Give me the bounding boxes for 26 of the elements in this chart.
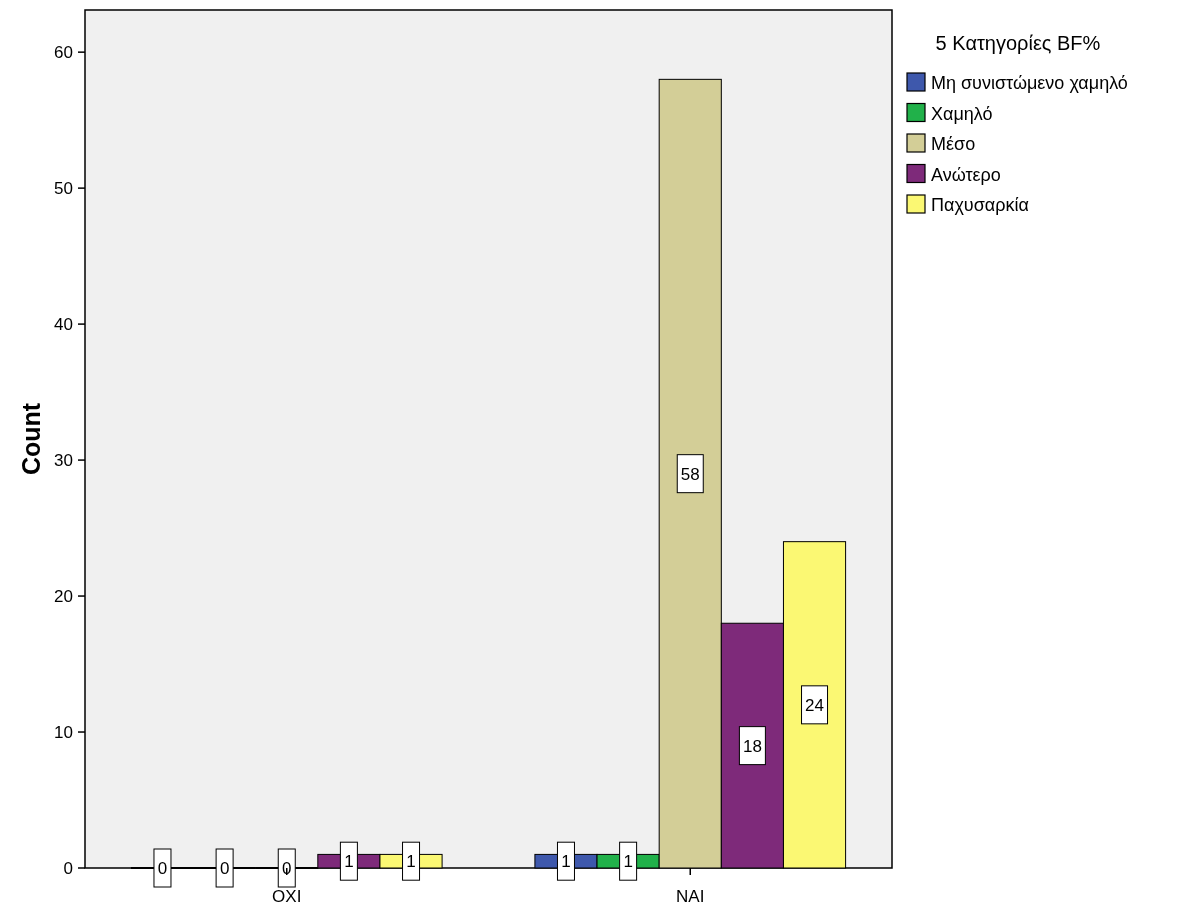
y-tick-label: 50	[54, 179, 73, 199]
data-label: 1	[406, 852, 416, 872]
y-tick-label: 60	[54, 43, 73, 63]
data-label: 0	[219, 859, 230, 878]
data-label: 1	[623, 852, 633, 872]
data-label: 1	[561, 852, 571, 872]
y-tick-label: 20	[54, 587, 73, 607]
data-label: 0	[157, 859, 168, 878]
x-tick-label: ΟΧΙ	[272, 887, 302, 903]
legend-label: Μη συνιστώμενο χαμηλό	[931, 73, 1128, 93]
y-axis-title: Count	[17, 402, 45, 476]
y-tick-label: 10	[54, 723, 73, 743]
legend-label: Μέσο	[931, 134, 976, 154]
y-tick-label: 40	[54, 315, 73, 335]
data-label: 0	[282, 859, 292, 878]
data-label: 24	[805, 695, 824, 715]
y-tick-label: 30	[54, 451, 73, 471]
legend-label: Παχυσαρκία	[931, 195, 1029, 215]
y-tick-label: 0	[63, 859, 73, 878]
legend-label: Χαμηλό	[931, 103, 993, 124]
x-tick-label: ΝΑΙ	[676, 887, 705, 903]
legend-label: Ανώτερο	[931, 164, 1001, 185]
data-label: 1	[344, 852, 354, 872]
legend-title: 5 Κατηγορίες BF%	[935, 32, 1101, 54]
data-label: 18	[742, 736, 762, 756]
data-label: 58	[680, 464, 700, 484]
